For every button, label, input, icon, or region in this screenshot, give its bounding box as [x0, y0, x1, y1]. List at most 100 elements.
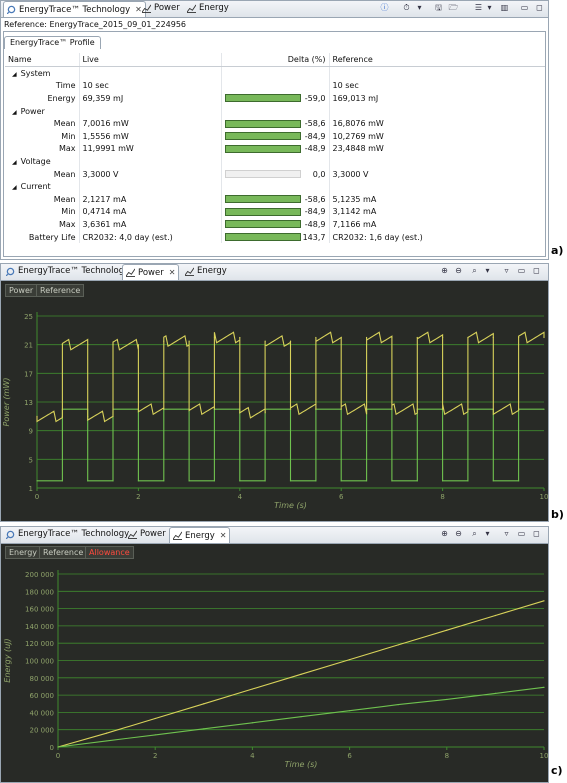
collapse-icon[interactable]: ◢ [12, 70, 17, 78]
table-row[interactable]: Min 0,4714 mA -84,9 3,1142 mA [5, 205, 545, 219]
zoom-in-icon[interactable]: ⊕ [441, 529, 448, 538]
column-header-name[interactable]: Name [5, 53, 80, 67]
column-header-live[interactable]: Live [79, 53, 222, 67]
table-row[interactable]: Mean 3,3000 V 0,0 3,3000 V [5, 167, 545, 181]
zoom-out-icon[interactable]: ⊖ [455, 529, 462, 538]
maximize-icon[interactable]: ◻ [536, 3, 543, 12]
row-name: Max [5, 142, 80, 156]
table-header: Name Live Delta (%) Reference [5, 53, 545, 67]
legend-allowance-button[interactable]: Allowance [85, 546, 134, 559]
data-point [416, 408, 418, 410]
data-point [239, 480, 241, 482]
tab-power[interactable]: Power [125, 527, 169, 541]
delta-bar [224, 233, 301, 242]
tab-energytrace-profile[interactable]: EnergyTrace™ Profile [4, 36, 101, 49]
data-point [239, 412, 241, 414]
minimize-icon[interactable]: ▭ [520, 3, 529, 12]
table-row[interactable]: Max 11,9991 mW -48,9 23,4848 mW [5, 142, 545, 156]
table-row[interactable]: Max 3,6361 mA -48,9 7,1166 mA [5, 218, 545, 231]
timer-icon[interactable]: ⏱ [403, 3, 410, 12]
zoom-reset-icon[interactable]: ⌕ [472, 266, 477, 275]
minimize-icon[interactable]: ▭ [517, 266, 526, 275]
data-point [106, 732, 108, 734]
x-tick-label: 6 [339, 493, 344, 501]
table-row[interactable]: Min 1,5556 mW -84,9 10,2769 mW [5, 129, 545, 143]
live-value: CR2032: 4,0 day (est.) [79, 230, 222, 244]
zoom-in-icon[interactable]: ⊕ [441, 266, 448, 275]
tab-energytrace-technology[interactable]: EnergyTrace™ Technology ✕ [3, 1, 146, 17]
table-row[interactable]: Battery Life CR2032: 4,0 day (est.) 143,7 C… [5, 230, 545, 244]
tab-power[interactable]: Power [139, 1, 183, 15]
tab-energy[interactable]: Energy ✕ [169, 527, 231, 543]
energy-chart[interactable]: 0 20 000 40 000 60 000 80 000 100 000 120 000 1… [1, 560, 548, 781]
maximize-icon[interactable]: ◻ [533, 529, 540, 538]
bars-icon[interactable]: ▥ [500, 3, 509, 12]
legend-energy-button[interactable]: Energy [5, 546, 42, 559]
live-value: 2,1217 mA [79, 192, 222, 206]
delta-cell: -84,9 [221, 129, 330, 143]
y-tick-label: 160 000 [25, 606, 54, 614]
tab-label: EnergyTrace™ Technology [18, 529, 130, 539]
list-view-icon[interactable]: ☰ [474, 3, 483, 12]
panel-b-tabbar: EnergyTrace™ Technology Power ✕ Energy ⊕… [1, 264, 548, 281]
zoom-reset-icon[interactable]: ⌕ [472, 529, 477, 538]
collapse-icon[interactable]: ◢ [12, 184, 17, 192]
chevron-down-icon[interactable]: ▾ [487, 3, 492, 12]
live-value [79, 104, 222, 118]
panel-label-a: a) [551, 244, 564, 257]
table-row[interactable]: Energy 69,359 mJ -59,0 169,013 mJ [5, 92, 545, 105]
energytrace-icon [6, 267, 15, 276]
data-point [163, 408, 165, 410]
column-header-delta[interactable]: Delta (%) [221, 53, 330, 67]
data-point [315, 336, 317, 339]
chevron-down-icon[interactable]: ▾ [417, 3, 422, 12]
collapse-icon[interactable]: ◢ [12, 108, 17, 116]
legend-reference-button[interactable]: Reference [36, 284, 85, 297]
group-row[interactable]: ◢ System [5, 66, 545, 80]
chevron-down-icon[interactable]: ▾ [485, 266, 490, 275]
delta-cell: -84,9 [221, 205, 330, 219]
group-row[interactable]: ◢ Current [5, 180, 545, 193]
close-icon[interactable]: ✕ [219, 530, 227, 540]
delta-cell: -48,9 [221, 218, 330, 231]
column-header-reference[interactable]: Reference [329, 53, 545, 67]
close-icon[interactable]: ✕ [135, 4, 142, 14]
table-row[interactable]: Mean 2,1217 mA -58,6 5,1235 mA [5, 192, 545, 206]
x-tick-label: 4 [250, 752, 255, 760]
power-chart[interactable]: 1 5 9 13 17 21 25 0 2 4 6 8 10 Time (s) Power (mW) [1, 298, 548, 520]
delta-cell: -58,6 [221, 117, 330, 130]
tab-energy[interactable]: Energy [184, 1, 232, 15]
view-menu-icon[interactable]: ▿ [504, 266, 509, 275]
save-icon[interactable]: 🖫 [435, 3, 442, 12]
legend-power-button[interactable]: Power [5, 284, 38, 297]
table-row[interactable]: Time 10 sec 10 sec [5, 79, 545, 93]
x-axis-label: Time (s) [285, 760, 318, 769]
tab-power[interactable]: Power ✕ [122, 264, 180, 280]
data-point [137, 480, 139, 482]
group-row[interactable]: ◢ Power [5, 104, 545, 118]
row-name: Energy [5, 92, 80, 105]
live-value: 11,9991 mW [79, 142, 222, 156]
info-icon[interactable]: ⓘ [380, 3, 389, 12]
tab-energytrace-technology[interactable]: EnergyTrace™ Technology [3, 527, 132, 541]
tab-energy[interactable]: Energy [182, 264, 230, 278]
minimize-icon[interactable]: ▭ [517, 529, 526, 538]
open-folder-icon[interactable]: 🗁 [448, 3, 459, 12]
delta-bar [224, 144, 301, 153]
close-icon[interactable]: ✕ [168, 267, 176, 277]
chevron-down-icon[interactable]: ▾ [485, 529, 490, 538]
data-point [203, 728, 205, 730]
maximize-icon[interactable]: ◻ [533, 266, 540, 275]
data-point [154, 717, 156, 720]
view-menu-icon[interactable]: ▿ [504, 529, 509, 538]
legend-reference-button[interactable]: Reference [39, 546, 88, 559]
table-row[interactable]: Mean 7,0016 mW -58,6 16,8076 mW [5, 117, 545, 130]
group-row[interactable]: ◢ Voltage [5, 155, 545, 168]
x-axis-label: Time (s) [274, 501, 307, 510]
collapse-icon[interactable]: ◢ [12, 158, 17, 166]
tab-energytrace-technology[interactable]: EnergyTrace™ Technology [3, 264, 132, 278]
chart-icon [187, 4, 196, 13]
zoom-out-icon[interactable]: ⊖ [455, 266, 462, 275]
energytrace-icon [7, 5, 16, 14]
data-point [349, 710, 351, 712]
